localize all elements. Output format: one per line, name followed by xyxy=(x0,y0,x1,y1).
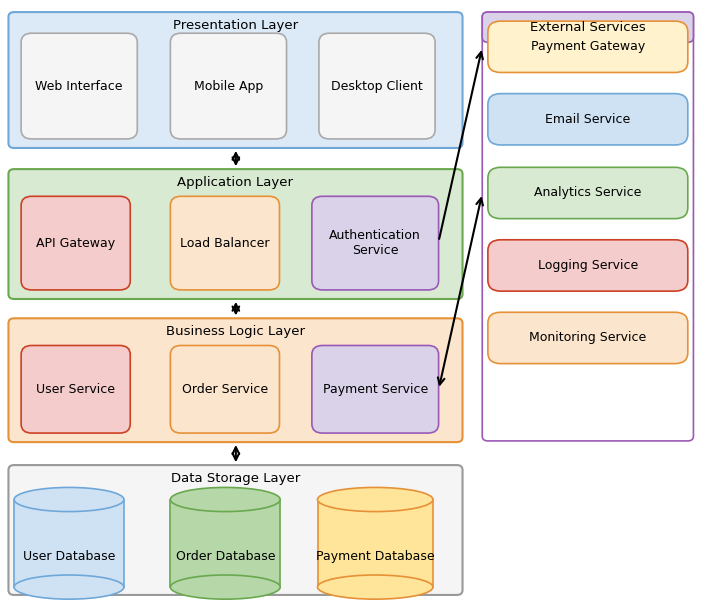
Text: Authentication
Service: Authentication Service xyxy=(329,229,421,257)
FancyBboxPatch shape xyxy=(488,21,688,72)
FancyBboxPatch shape xyxy=(170,345,279,433)
FancyBboxPatch shape xyxy=(8,169,463,299)
FancyBboxPatch shape xyxy=(21,196,130,290)
Text: Order Service: Order Service xyxy=(182,383,268,396)
Text: User Database: User Database xyxy=(23,550,115,563)
Text: External Services: External Services xyxy=(530,21,646,34)
Text: Presentation Layer: Presentation Layer xyxy=(173,19,298,32)
FancyBboxPatch shape xyxy=(488,94,688,145)
Text: Application Layer: Application Layer xyxy=(177,176,294,189)
Text: Payment Gateway: Payment Gateway xyxy=(531,40,645,53)
FancyBboxPatch shape xyxy=(21,33,137,139)
Polygon shape xyxy=(170,500,280,587)
FancyBboxPatch shape xyxy=(312,345,439,433)
Polygon shape xyxy=(318,500,433,587)
FancyBboxPatch shape xyxy=(488,167,688,219)
Ellipse shape xyxy=(170,487,280,512)
Text: Business Logic Layer: Business Logic Layer xyxy=(166,325,305,338)
Text: Data Storage Layer: Data Storage Layer xyxy=(171,472,300,485)
FancyBboxPatch shape xyxy=(312,196,439,290)
Text: User Service: User Service xyxy=(36,383,115,396)
Polygon shape xyxy=(14,500,124,587)
Ellipse shape xyxy=(14,575,124,599)
Ellipse shape xyxy=(318,575,433,599)
Text: Web Interface: Web Interface xyxy=(35,80,123,92)
Text: Payment Database: Payment Database xyxy=(316,550,434,563)
Text: Analytics Service: Analytics Service xyxy=(534,187,641,199)
FancyBboxPatch shape xyxy=(488,312,688,364)
FancyBboxPatch shape xyxy=(8,465,463,595)
FancyBboxPatch shape xyxy=(170,196,279,290)
FancyBboxPatch shape xyxy=(482,12,693,42)
FancyBboxPatch shape xyxy=(482,12,693,441)
FancyBboxPatch shape xyxy=(21,345,130,433)
FancyBboxPatch shape xyxy=(8,318,463,442)
Text: Desktop Client: Desktop Client xyxy=(331,80,423,92)
Text: Monitoring Service: Monitoring Service xyxy=(529,332,646,344)
Text: Payment Service: Payment Service xyxy=(322,383,428,396)
Text: Load Balancer: Load Balancer xyxy=(180,237,270,249)
FancyBboxPatch shape xyxy=(488,240,688,291)
Text: Logging Service: Logging Service xyxy=(538,259,638,272)
Text: API Gateway: API Gateway xyxy=(36,237,115,249)
FancyBboxPatch shape xyxy=(319,33,435,139)
Text: Mobile App: Mobile App xyxy=(194,80,263,92)
Text: Order Database: Order Database xyxy=(175,550,275,563)
Ellipse shape xyxy=(170,575,280,599)
Text: Email Service: Email Service xyxy=(545,113,631,126)
Ellipse shape xyxy=(14,487,124,512)
FancyBboxPatch shape xyxy=(170,33,287,139)
FancyBboxPatch shape xyxy=(8,12,463,148)
Ellipse shape xyxy=(318,487,433,512)
